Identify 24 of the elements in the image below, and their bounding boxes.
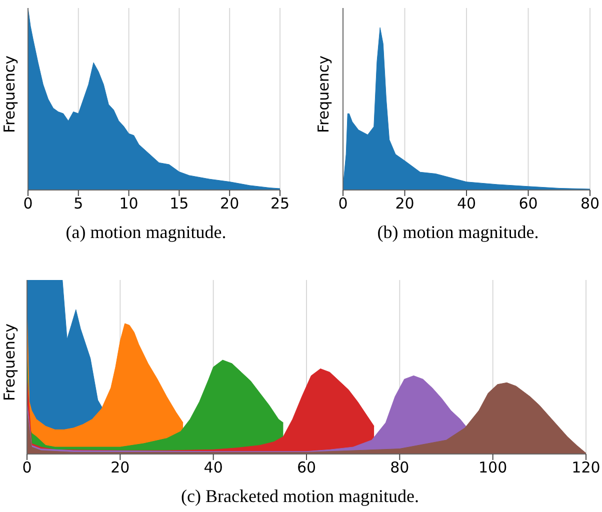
x-tick-label: 80 (390, 458, 410, 477)
x-tick-label: 20 (395, 194, 414, 213)
x-tick-label: 10 (119, 194, 138, 213)
x-tick-label: 20 (220, 194, 240, 213)
y-axis-title: Frequency (314, 55, 332, 133)
x-tick-label: 0 (23, 194, 33, 213)
x-tick-label: 15 (170, 194, 189, 213)
y-axis-title: Frequency (0, 323, 18, 401)
x-tick-label: 5 (74, 194, 84, 213)
x-tick-label: 80 (580, 194, 600, 213)
text: (b) motion magnitude. (376, 222, 540, 243)
text: (c) Bracketed motion magnitude. (180, 486, 420, 507)
x-tick-label: 0 (338, 194, 348, 213)
x-tick-label: 40 (456, 194, 476, 213)
x-tick-label: 60 (518, 194, 538, 213)
x-tick-label: 25 (270, 194, 290, 213)
y-axis-title: Frequency (0, 55, 18, 133)
x-tick-label: 40 (204, 458, 223, 477)
x-tick-label: 100 (478, 458, 508, 477)
x-tick-label: 120 (572, 458, 600, 477)
x-tick-label: 20 (110, 458, 130, 477)
text: (a) motion magnitude. (64, 222, 228, 243)
x-tick-label: 0 (22, 458, 32, 477)
x-tick-label: 60 (296, 458, 316, 477)
